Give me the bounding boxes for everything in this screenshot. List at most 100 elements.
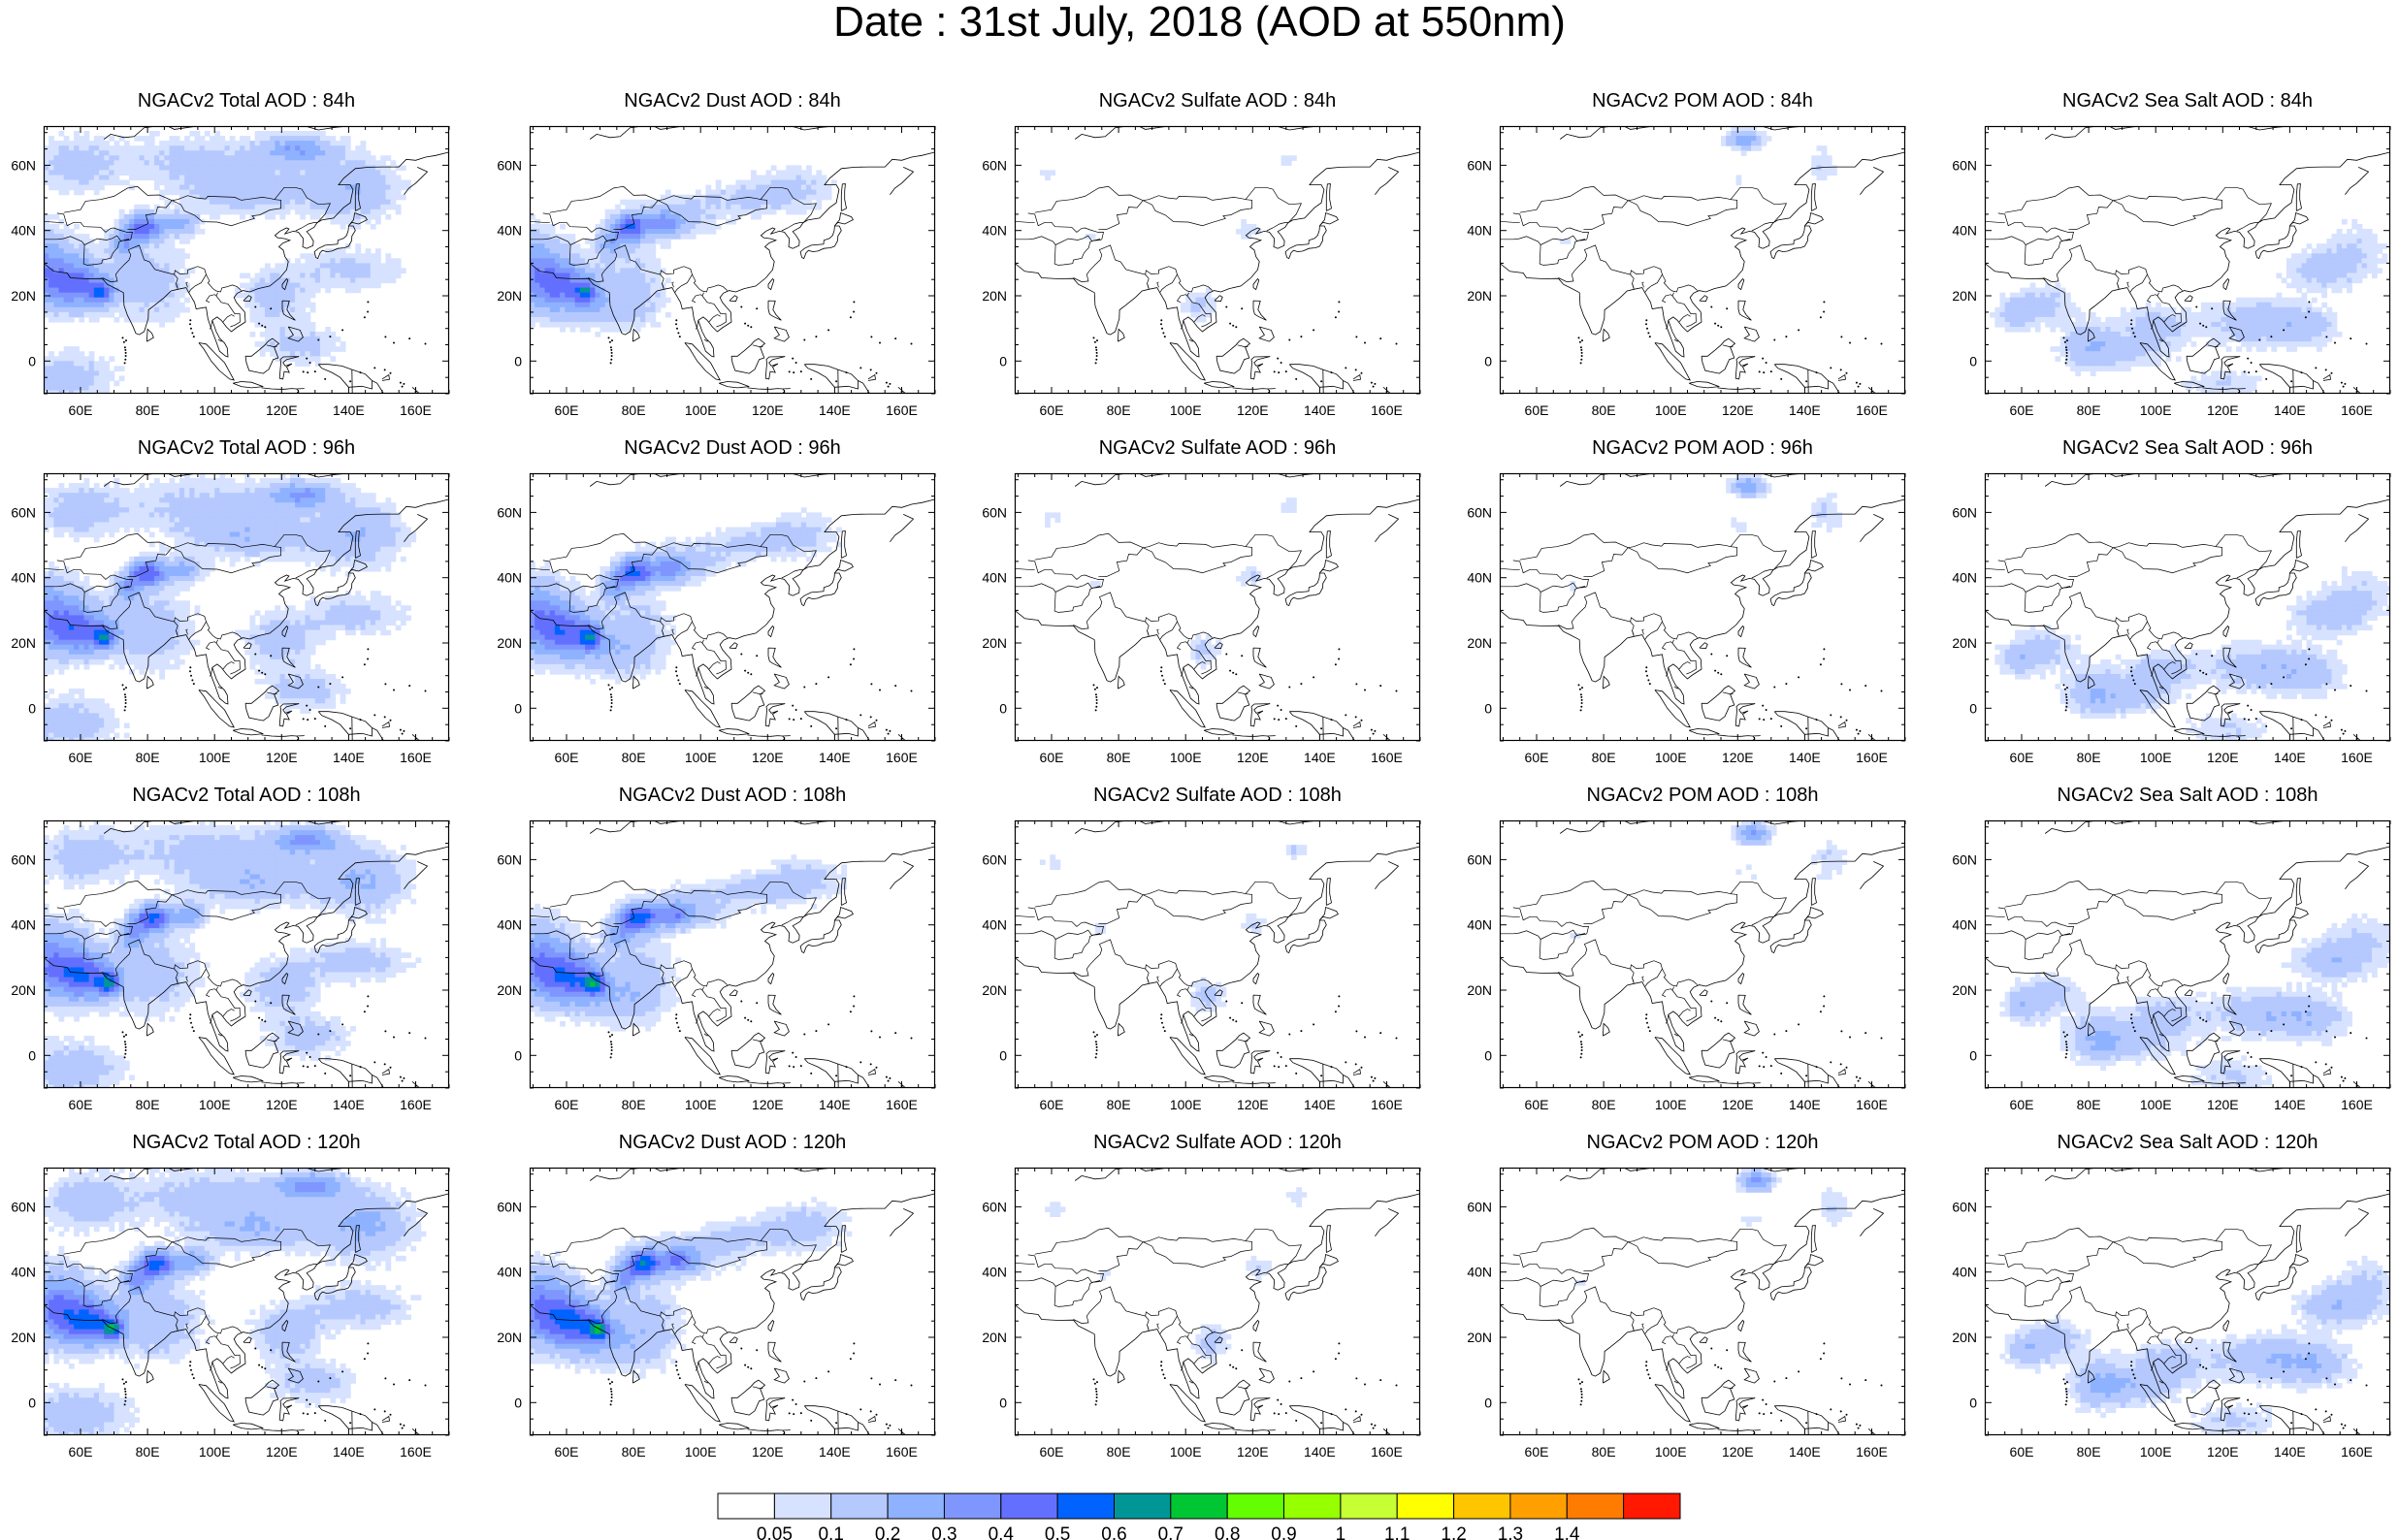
panel-title: NGACv2 Dust AOD : 120h	[490, 1132, 975, 1153]
colorbar-label: 0.5	[1045, 1524, 1070, 1540]
lon-tick-label: 160E	[1856, 402, 1888, 418]
map-panel-seasalt: 60E 80E 100E 120E 140E 160E 60N 40N 20N 0	[1952, 125, 2391, 418]
aod-field	[44, 126, 449, 394]
colorbar-box	[1114, 1492, 1172, 1520]
axis-ticks	[1015, 1168, 1421, 1436]
lon-tick-label: 80E	[622, 1444, 646, 1460]
lon-tick-label: 60E	[1040, 1444, 1064, 1460]
islands	[1577, 648, 1883, 741]
coastlines	[1015, 820, 1420, 1088]
axis-ticks	[530, 1168, 936, 1436]
lat-tick-label: 0	[514, 1047, 522, 1063]
colorbar-box	[1509, 1492, 1568, 1520]
lon-tick-label: 140E	[1304, 1097, 1336, 1112]
islands	[2062, 995, 2368, 1088]
lat-tick-label: 20N	[11, 635, 36, 651]
lat-tick-label: 0	[514, 1395, 522, 1410]
lon-tick-label: 160E	[1856, 750, 1888, 765]
lon-tick-label: 60E	[1525, 1444, 1549, 1460]
lon-tick-label: 140E	[2274, 402, 2306, 418]
lon-tick-label: 120E	[1722, 1097, 1754, 1112]
islands	[1577, 301, 1883, 394]
map-panel-sulfate: 60E 80E 100E 120E 140E 160E 60N 40N 20N 0	[982, 819, 1421, 1112]
lon-tick-label: 100E	[685, 1097, 717, 1112]
colorbar-label: 1.3	[1498, 1524, 1523, 1540]
coastlines	[530, 820, 935, 1088]
colorbar-label: 0.05	[757, 1524, 793, 1540]
axis-ticks	[1500, 126, 1906, 395]
lon-tick-label: 60E	[555, 1444, 579, 1460]
aod-field	[530, 473, 935, 741]
lat-tick-label: 40N	[11, 570, 36, 586]
panel-title: NGACv2 Dust AOD : 84h	[490, 90, 975, 112]
colorbar-box	[1396, 1492, 1455, 1520]
axis-ticks	[1500, 820, 1906, 1089]
lon-tick-label: 160E	[1371, 1097, 1403, 1112]
lon-tick-label: 60E	[69, 402, 93, 418]
lon-tick-label: 100E	[1170, 1097, 1202, 1112]
colorbar-box	[1453, 1492, 1511, 1520]
lon-tick-label: 140E	[2274, 1097, 2306, 1112]
lat-tick-label: 20N	[1952, 1330, 1977, 1345]
map-panel-seasalt: 60E 80E 100E 120E 140E 160E 60N 40N 20N 0	[1952, 472, 2391, 765]
panel-title: NGACv2 Dust AOD : 108h	[490, 785, 975, 806]
lat-tick-label: 60N	[982, 1199, 1007, 1214]
map-panel-dust: 60E 80E 100E 120E 140E 160E 60N 40N 20N 0	[497, 125, 936, 418]
lat-tick-label: 60N	[1952, 851, 1977, 867]
lon-tick-label: 120E	[266, 1444, 298, 1460]
lat-tick-label: 40N	[11, 917, 36, 933]
axis-ticks	[1015, 473, 1421, 742]
axis-ticks	[1500, 473, 1906, 742]
lat-tick-label: 0	[1484, 353, 1492, 369]
lat-tick-label: 40N	[1952, 1265, 1977, 1280]
map-frame	[1014, 1167, 1421, 1436]
lon-tick-label: 80E	[1107, 750, 1131, 765]
map-panel-dust: 60E 80E 100E 120E 140E 160E 60N 40N 20N 0	[497, 472, 936, 765]
lat-tick-label: 40N	[11, 1265, 36, 1280]
lat-tick-label: 0	[1969, 353, 1977, 369]
lat-tick-label: 20N	[982, 982, 1007, 998]
colorbar-label: 0.3	[931, 1524, 956, 1540]
lon-tick-label: 60E	[2010, 1444, 2034, 1460]
lon-tick-label: 100E	[199, 750, 231, 765]
axis-ticks	[1985, 1168, 2391, 1436]
map-frame	[1984, 819, 2391, 1089]
lon-tick-label: 160E	[886, 1097, 918, 1112]
lon-tick-label: 80E	[622, 750, 646, 765]
lat-tick-label: 60N	[1952, 157, 1977, 173]
lat-tick-label: 60N	[1467, 851, 1492, 867]
map-panel-pom: 60E 80E 100E 120E 140E 160E 60N 40N 20N 0	[1467, 1167, 1906, 1460]
lon-tick-label: 120E	[1237, 1097, 1269, 1112]
colorbar-box	[1170, 1492, 1228, 1520]
islands	[1092, 301, 1398, 394]
map-frame	[43, 125, 450, 395]
lat-tick-label: 60N	[11, 504, 36, 520]
lon-tick-label: 140E	[2274, 1444, 2306, 1460]
map-panel-total: 60E 80E 100E 120E 140E 160E 60N 40N 20N 0	[11, 472, 450, 765]
panel-title: NGACv2 Sulfate AOD : 120h	[975, 1132, 1460, 1153]
map-panel-sulfate: 60E 80E 100E 120E 140E 160E 60N 40N 20N 0	[982, 1167, 1421, 1460]
lon-tick-label: 100E	[1170, 750, 1202, 765]
lon-tick-label: 120E	[752, 750, 784, 765]
map-frame	[1499, 125, 1906, 395]
lon-tick-label: 140E	[1789, 750, 1821, 765]
lat-tick-label: 40N	[1952, 570, 1977, 586]
aod-field	[1015, 126, 1420, 394]
map-frame	[529, 819, 936, 1089]
aod-field	[1985, 126, 2390, 394]
lon-tick-label: 160E	[2341, 1444, 2373, 1460]
colorbar-label: 1.4	[1554, 1524, 1580, 1540]
lon-tick-label: 120E	[752, 402, 784, 418]
lon-tick-label: 120E	[2207, 1097, 2239, 1112]
lon-tick-label: 60E	[69, 750, 93, 765]
lat-tick-label: 60N	[497, 851, 522, 867]
lat-tick-label: 0	[1969, 1395, 1977, 1410]
panel-title: NGACv2 Sea Salt AOD : 120h	[1945, 1132, 2399, 1153]
lat-tick-label: 60N	[497, 157, 522, 173]
lon-tick-label: 160E	[1856, 1097, 1888, 1112]
colorbar-box	[830, 1492, 889, 1520]
colorbar-label: 0.7	[1158, 1524, 1183, 1540]
lon-tick-label: 60E	[2010, 1097, 2034, 1112]
lon-tick-label: 80E	[1592, 402, 1616, 418]
axis-ticks	[1015, 126, 1421, 395]
